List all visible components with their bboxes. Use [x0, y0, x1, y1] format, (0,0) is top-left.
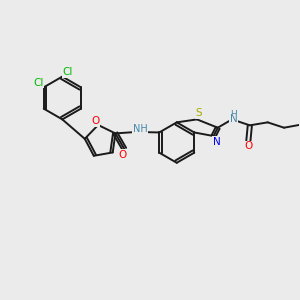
Text: NH: NH	[133, 124, 148, 134]
Text: N: N	[213, 137, 220, 147]
Text: O: O	[92, 116, 100, 126]
Text: Cl: Cl	[33, 78, 43, 88]
Text: Cl: Cl	[62, 67, 73, 77]
Text: O: O	[119, 150, 127, 160]
Text: N: N	[230, 114, 237, 124]
Text: H: H	[230, 110, 237, 118]
Text: O: O	[244, 141, 253, 151]
Text: S: S	[195, 108, 202, 118]
